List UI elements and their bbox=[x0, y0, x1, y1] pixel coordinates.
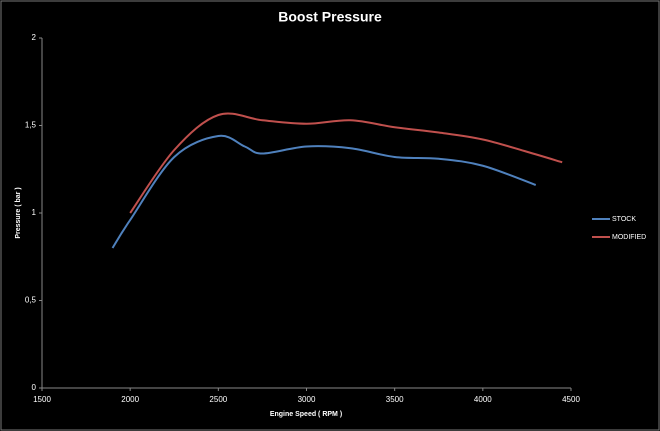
x-tick-label: 4500 bbox=[562, 395, 580, 404]
x-tick-label: 4000 bbox=[474, 395, 492, 404]
x-tick-label: 2000 bbox=[121, 395, 139, 404]
chart-title: Boost Pressure bbox=[278, 9, 382, 25]
y-axis-title: Pressure ( bar ) bbox=[15, 187, 22, 238]
legend-label: MODIFIED bbox=[612, 234, 646, 241]
y-tick-label: 0 bbox=[32, 383, 37, 392]
x-tick-label: 2500 bbox=[209, 395, 227, 404]
legend-label: STOCK bbox=[612, 216, 636, 223]
series-line bbox=[129, 112, 563, 214]
y-tick-label: 2 bbox=[32, 33, 37, 42]
y-tick-label: 1,5 bbox=[25, 121, 37, 130]
x-tick-label: 1500 bbox=[33, 395, 51, 404]
x-tick-label: 3000 bbox=[298, 395, 316, 404]
x-tick-label: 3500 bbox=[386, 395, 404, 404]
y-tick-label: 1 bbox=[32, 208, 37, 217]
x-axis-title: Engine Speed ( RPM ) bbox=[270, 411, 342, 418]
y-tick-label: 0,5 bbox=[25, 296, 37, 305]
series-line bbox=[111, 134, 537, 249]
